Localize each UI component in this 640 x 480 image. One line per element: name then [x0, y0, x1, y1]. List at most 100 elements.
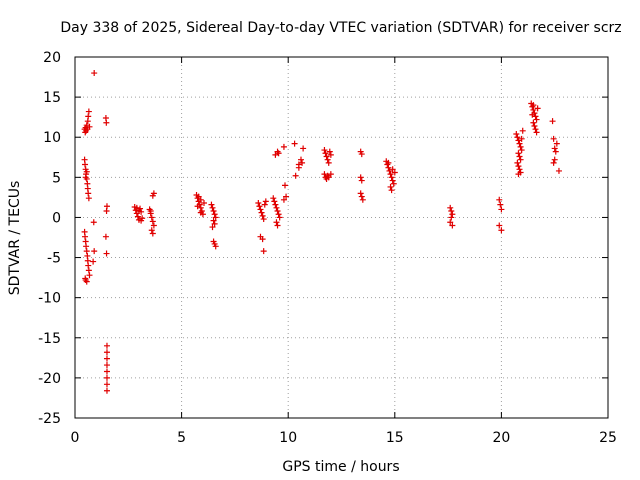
plot-frame [74, 56, 609, 419]
chart-title: Day 338 of 2025, Sidereal Day-to-day VTE… [60, 20, 621, 36]
data-point [532, 113, 539, 120]
data-point [496, 222, 503, 229]
data-point [516, 140, 523, 147]
data-point [390, 180, 397, 187]
data-point [359, 196, 366, 203]
data-point [321, 147, 328, 154]
data-point [515, 150, 522, 157]
data-point [148, 214, 155, 221]
data-point [258, 209, 265, 216]
data-point [147, 208, 154, 215]
data-point [519, 127, 526, 134]
data-point [83, 278, 90, 285]
data-point [327, 151, 334, 158]
data-point [200, 200, 207, 207]
data-point [530, 102, 537, 109]
data-point [211, 211, 218, 218]
data-point [517, 156, 524, 163]
y-tick-label: 0 [52, 210, 61, 226]
data-point [552, 148, 559, 155]
data-point [497, 201, 504, 208]
data-point [518, 135, 525, 142]
data-point [389, 166, 396, 173]
y-tick-label: -5 [47, 251, 61, 267]
data-point [260, 216, 267, 223]
data-point [149, 192, 156, 199]
data-point [257, 206, 264, 213]
data-point [103, 349, 110, 356]
data-point [358, 177, 365, 184]
data-point [322, 150, 329, 157]
x-tick-label: 5 [177, 430, 186, 446]
data-point [149, 218, 156, 225]
data-point [82, 275, 89, 282]
data-point [91, 70, 98, 77]
data-point [515, 171, 522, 178]
data-point [389, 177, 396, 184]
data-point [327, 171, 334, 178]
data-point [148, 227, 155, 234]
grid-lines [75, 57, 608, 418]
data-point [551, 156, 558, 163]
data-point [103, 355, 110, 362]
x-tick-label: 25 [599, 430, 617, 446]
data-point [515, 163, 522, 170]
data-point [270, 195, 277, 202]
data-point [283, 193, 290, 200]
data-point [194, 203, 201, 210]
data-point [515, 137, 522, 144]
data-point [496, 196, 503, 203]
data-point [514, 134, 521, 141]
data-point [256, 203, 263, 210]
data-point [532, 126, 539, 133]
data-point [449, 222, 456, 229]
data-point [447, 204, 454, 211]
data-point [138, 217, 145, 224]
data-point [135, 208, 142, 215]
data-point [85, 108, 92, 115]
data-point [324, 156, 331, 163]
x-tick-label: 20 [492, 430, 510, 446]
data-point [385, 159, 392, 166]
data-point [388, 174, 395, 181]
data-point [358, 151, 365, 158]
data-point [83, 248, 90, 255]
y-axis-label: SDTVAR / TECUs [7, 181, 23, 296]
data-point [83, 168, 90, 175]
data-point [292, 172, 299, 179]
data-point [83, 243, 90, 250]
data-point [325, 159, 332, 166]
data-point [291, 140, 298, 147]
data-point [259, 212, 266, 219]
data-point [211, 220, 218, 227]
data-point [553, 140, 560, 147]
y-tick-label: 15 [43, 90, 61, 106]
data-point [103, 208, 110, 215]
data-point [449, 211, 456, 218]
data-point [82, 174, 89, 181]
data-point [447, 219, 454, 226]
data-point [498, 227, 505, 234]
data-point [550, 135, 557, 142]
data-point [280, 196, 287, 203]
data-point [529, 111, 536, 118]
data-point [448, 214, 455, 221]
data-point [534, 105, 541, 112]
data-point [150, 222, 157, 229]
data-point [357, 190, 364, 197]
data-point [391, 169, 398, 176]
data-point [321, 171, 328, 178]
data-point [282, 182, 289, 189]
data-point [133, 204, 140, 211]
y-tick-label: -15 [38, 331, 61, 347]
data-point [297, 156, 304, 163]
data-point [255, 200, 262, 207]
data-point [90, 219, 97, 226]
data-point [262, 198, 269, 205]
data-point [197, 209, 204, 216]
y-tick-label: 5 [52, 170, 61, 186]
data-point [516, 153, 523, 160]
data-point [212, 214, 219, 221]
data-points [81, 70, 562, 394]
data-point [275, 150, 282, 157]
